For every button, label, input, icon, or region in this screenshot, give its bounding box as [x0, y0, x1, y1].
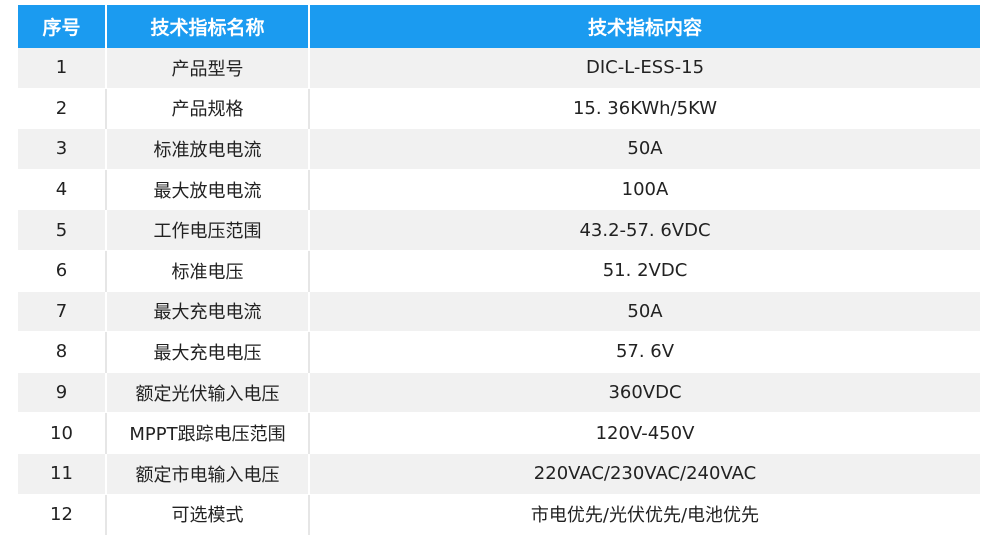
table-cell: 可选模式 [106, 494, 310, 536]
table-row: 7 最大充电电流 50A [18, 291, 980, 333]
table-cell: 50A [309, 291, 980, 333]
table-cell: 最大放电电流 [106, 169, 310, 211]
table-cell: 360VDC [309, 372, 980, 414]
table-row: 3 标准放电电流 50A [18, 128, 980, 170]
spec-table: 序号 技术指标名称 技术指标内容 1 产品型号 DIC-L-ESS-15 2 产品规格 15.… [18, 5, 980, 536]
table-cell: 1 [18, 48, 107, 89]
table-cell: 最大充电电压 [106, 331, 310, 373]
table-row: 2 产品规格 15. 36KWh/5KW [18, 88, 980, 130]
table-row: 4 最大放电电流 100A [18, 169, 980, 211]
table-cell: 7 [18, 291, 107, 333]
table-cell: 标准电压 [106, 250, 310, 292]
table-body: 1 产品型号 DIC-L-ESS-15 2 产品规格 15. 36KWh/5KW 3 标准放电… [18, 48, 980, 536]
table-cell: 50A [309, 128, 980, 170]
table-cell: MPPT跟踪电压范围 [106, 412, 310, 454]
header-cell: 技术指标名称 [106, 5, 310, 48]
table-cell: 43.2-57. 6VDC [309, 209, 980, 251]
table-row: 11 额定市电输入电压 220VAC/230VAC/240VAC [18, 453, 980, 495]
table-cell: 100A [309, 169, 980, 211]
header-cell: 技术指标内容 [309, 5, 980, 48]
table-cell: 最大充电电流 [106, 291, 310, 333]
table-cell: 额定光伏输入电压 [106, 372, 310, 414]
table-row: 9 额定光伏输入电压 360VDC [18, 372, 980, 414]
table-cell: 10 [18, 412, 107, 454]
table-cell: 51. 2VDC [309, 250, 980, 292]
table-cell: 220VAC/230VAC/240VAC [309, 453, 980, 495]
table-row: 1 产品型号 DIC-L-ESS-15 [18, 48, 980, 89]
table-row: 5 工作电压范围 43.2-57. 6VDC [18, 209, 980, 251]
table-cell: 12 [18, 494, 107, 536]
table-cell: 3 [18, 128, 107, 170]
table-cell: 15. 36KWh/5KW [309, 88, 980, 130]
table-cell: 工作电压范围 [106, 209, 310, 251]
table-cell: 5 [18, 209, 107, 251]
table-cell: 2 [18, 88, 107, 130]
table-cell: DIC-L-ESS-15 [309, 48, 980, 89]
table-cell: 额定市电输入电压 [106, 453, 310, 495]
table-cell: 标准放电电流 [106, 128, 310, 170]
table-cell: 120V-450V [309, 412, 980, 454]
table-cell: 8 [18, 331, 107, 373]
header-row: 序号 技术指标名称 技术指标内容 [18, 5, 980, 48]
table-cell: 11 [18, 453, 107, 495]
table-cell: 市电优先/光伏优先/电池优先 [309, 494, 980, 536]
table-row: 10 MPPT跟踪电压范围 120V-450V [18, 412, 980, 454]
table-cell: 9 [18, 372, 107, 414]
table-cell: 6 [18, 250, 107, 292]
table-cell: 4 [18, 169, 107, 211]
table-cell: 57. 6V [309, 331, 980, 373]
spec-table-container: 序号 技术指标名称 技术指标内容 1 产品型号 DIC-L-ESS-15 2 产品规格 15.… [18, 5, 980, 536]
table-cell: 产品型号 [106, 48, 310, 89]
table-row: 6 标准电压 51. 2VDC [18, 250, 980, 292]
header-cell: 序号 [18, 5, 107, 48]
table-row: 8 最大充电电压 57. 6V [18, 331, 980, 373]
table-cell: 产品规格 [106, 88, 310, 130]
table-row: 12 可选模式 市电优先/光伏优先/电池优先 [18, 494, 980, 536]
